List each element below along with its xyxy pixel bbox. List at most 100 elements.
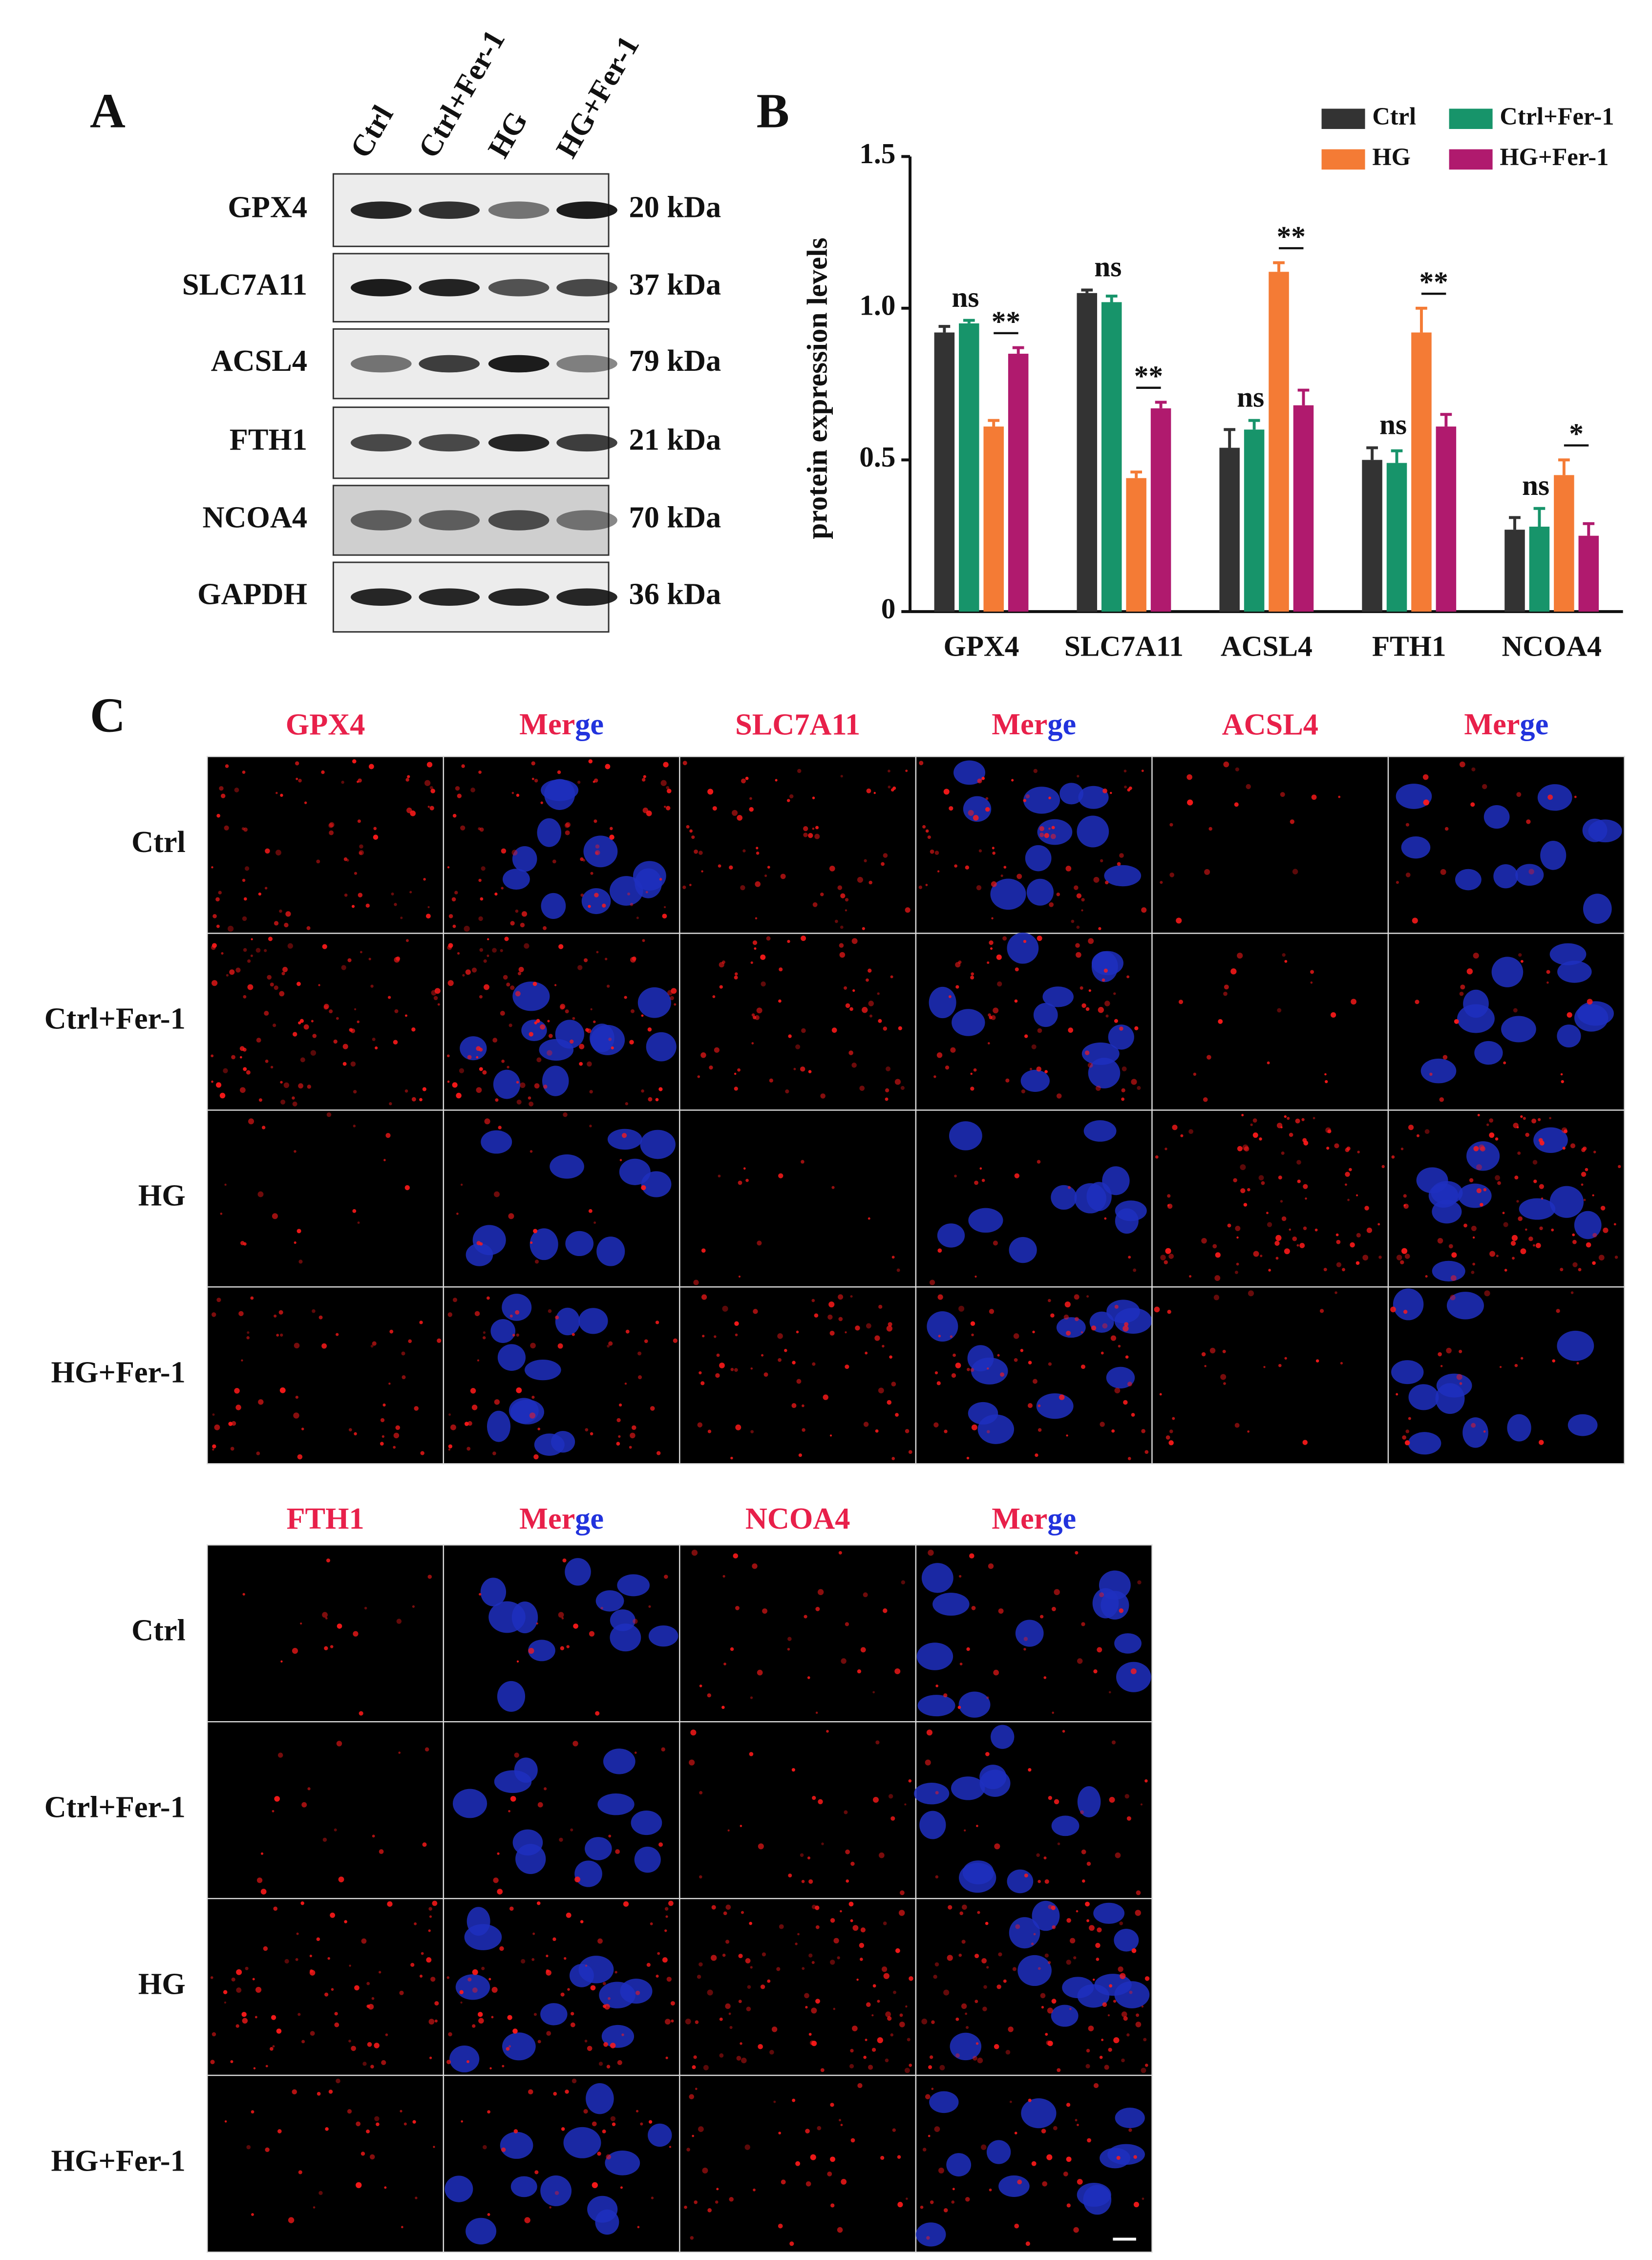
signal-dot: [432, 1900, 438, 1906]
signal-dot: [1032, 1330, 1035, 1334]
signal-dot: [549, 2206, 551, 2209]
signal-dot: [986, 1430, 990, 1433]
nucleus: [929, 986, 956, 1019]
signal-dot: [216, 813, 220, 818]
nucleus: [609, 876, 643, 906]
signal-dot: [537, 1802, 543, 1808]
signal-dot: [1128, 786, 1132, 790]
signal-dot: [1105, 1014, 1109, 1018]
lane-label: HG: [481, 106, 534, 163]
signal-dot: [930, 2200, 934, 2204]
signal-dot: [1520, 959, 1524, 963]
signal-dot: [1489, 1132, 1495, 1138]
y-tick-label: 0: [881, 592, 896, 624]
signal-dot: [977, 1911, 980, 1914]
signal-dot: [433, 996, 438, 1001]
row-label: Ctrl+Fer-1: [44, 1790, 186, 1824]
nucleus: [1557, 960, 1592, 983]
signal-dot: [609, 827, 613, 831]
signal-dot: [730, 1367, 734, 1371]
signal-dot: [610, 2116, 616, 2121]
signal-dot: [394, 957, 400, 963]
signal-dot: [961, 2003, 967, 2009]
signal-dot: [789, 2241, 794, 2246]
signal-dot: [374, 2043, 380, 2048]
signal-dot: [292, 1648, 298, 1654]
signal-dot: [1141, 2068, 1146, 2073]
nucleus: [521, 1020, 547, 1042]
nucleus: [502, 869, 530, 890]
signal-dot: [533, 1454, 539, 1460]
nucleus: [1483, 805, 1510, 829]
signal-dot: [336, 1741, 342, 1747]
signal-dot: [709, 1066, 713, 1070]
signal-dot: [427, 806, 430, 808]
signal-dot: [402, 1375, 406, 1380]
signal-dot: [646, 1962, 651, 1967]
signal-dot: [925, 829, 929, 833]
blot-band: [556, 279, 617, 297]
signal-dot: [899, 2022, 905, 2027]
signal-dot: [814, 1313, 819, 1318]
signal-dot: [840, 925, 844, 929]
nucleus: [510, 1399, 544, 1425]
signal-dot: [1154, 1306, 1160, 1313]
signal-dot: [865, 1351, 868, 1355]
signal-dot: [691, 1550, 698, 1556]
signal-dot: [461, 2120, 463, 2123]
signal-dot: [744, 2144, 750, 2150]
signal-dot: [565, 830, 570, 835]
signal-dot: [1178, 1000, 1184, 1004]
signal-dot: [602, 2129, 606, 2133]
signal-dot: [359, 844, 363, 849]
nucleus: [587, 2196, 618, 2223]
legend-label: HG+Fer-1: [1500, 143, 1609, 171]
signal-dot: [350, 1028, 356, 1033]
signal-dot: [1278, 1175, 1282, 1180]
signal-dot: [1483, 1430, 1486, 1433]
signal-dot: [243, 827, 248, 832]
signal-dot: [297, 2013, 301, 2016]
signal-dot: [419, 1321, 423, 1324]
protein-label: FTH1: [230, 423, 307, 457]
signal-dot: [1243, 1203, 1248, 1207]
signal-dot: [993, 1669, 999, 1676]
signal-dot: [1098, 927, 1101, 930]
signal-dot: [1336, 1262, 1342, 1267]
signal-dot: [1063, 2171, 1068, 2176]
nucleus: [494, 1770, 532, 1793]
signal-dot: [1121, 2058, 1125, 2063]
signal-dot: [611, 1046, 614, 1050]
signal-dot: [1520, 1115, 1523, 1118]
signal-dot: [1296, 1160, 1301, 1165]
signal-dot: [1564, 1129, 1568, 1133]
nucleus: [929, 2091, 959, 2113]
signal-dot: [306, 926, 311, 930]
signal-dot: [1142, 2197, 1144, 2200]
signal-dot: [618, 1435, 621, 1438]
signal-dot: [1546, 981, 1549, 984]
signal-dot: [322, 1837, 327, 1842]
signal-dot: [837, 1956, 840, 1960]
signal-dot: [1088, 2025, 1094, 2031]
signal-dot: [479, 827, 484, 832]
signal-dot: [265, 2065, 268, 2068]
signal-dot: [297, 1454, 303, 1460]
signal-dot: [1227, 1223, 1231, 1228]
signal-dot: [1448, 1244, 1453, 1249]
signal-dot: [1165, 1435, 1170, 1440]
nucleus: [640, 1130, 676, 1159]
nucleus: [1093, 1902, 1125, 1924]
signal-dot: [1136, 1890, 1141, 1896]
signal-dot: [777, 1333, 783, 1339]
signal-dot: [701, 870, 703, 873]
signal-dot: [426, 762, 433, 768]
signal-dot: [838, 1317, 843, 1322]
signal-dot: [663, 762, 669, 768]
signal-dot: [655, 1321, 659, 1324]
signal-dot: [656, 1974, 659, 1978]
signal-dot: [801, 936, 806, 941]
signal-dot: [247, 984, 254, 990]
signal-dot: [372, 1037, 376, 1041]
signal-dot: [655, 1098, 659, 1102]
